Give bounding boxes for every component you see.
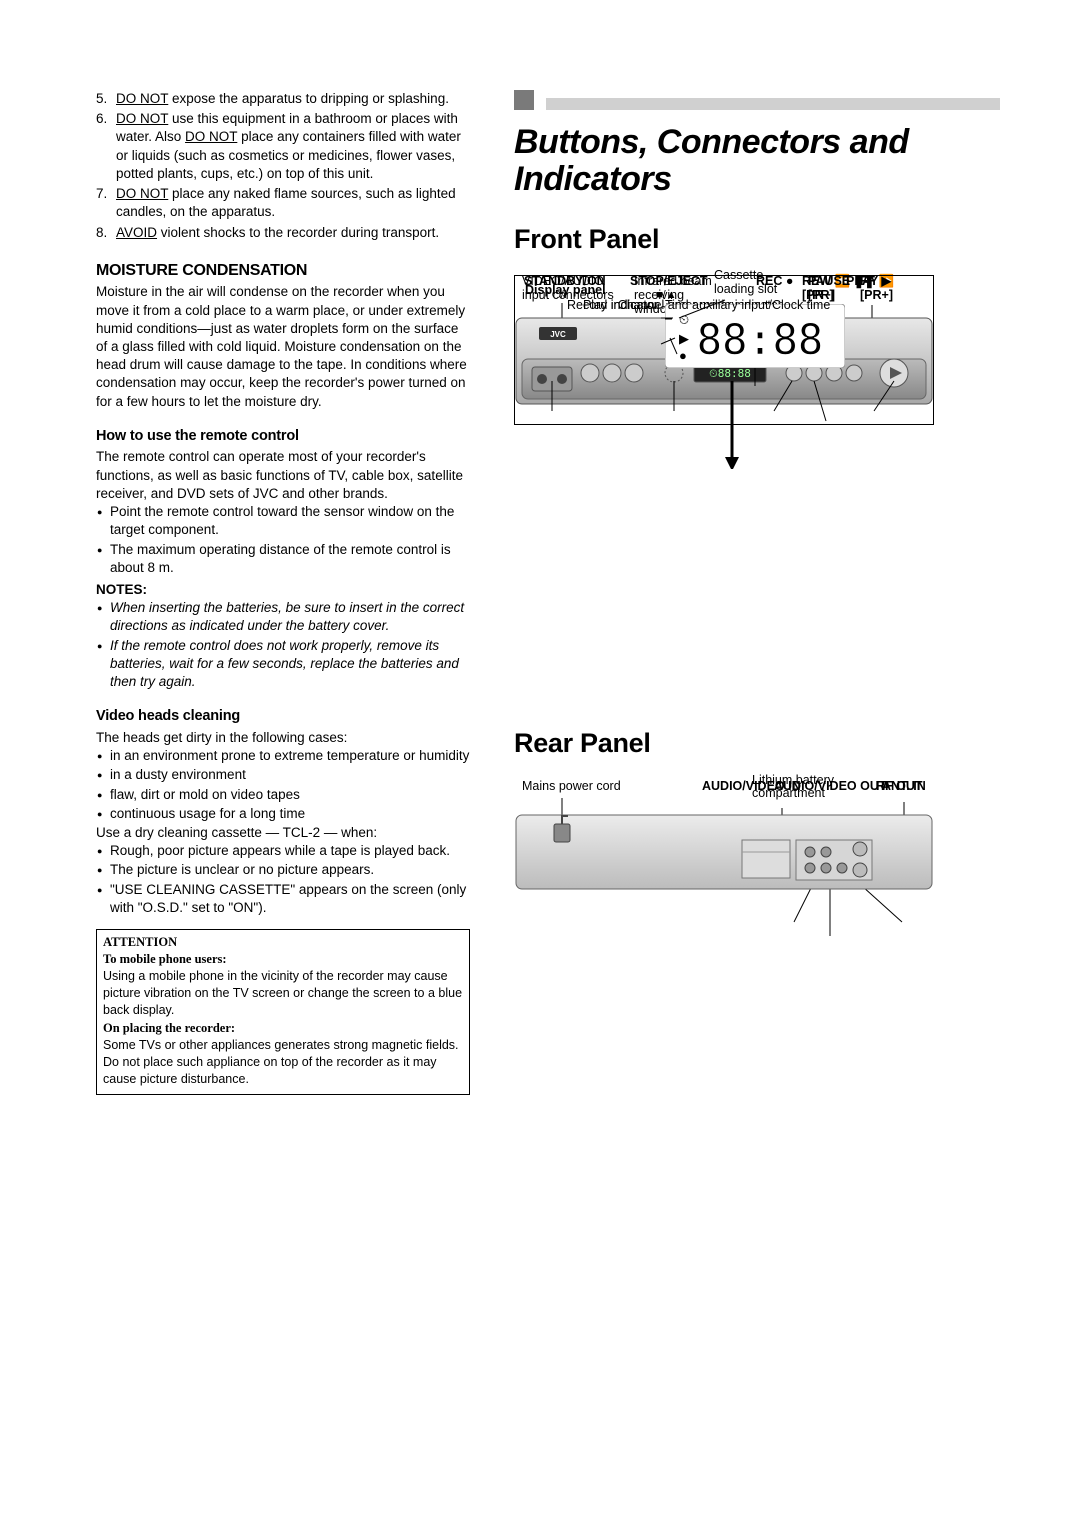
notes-bullets: When inserting the batteries, be sure to… — [96, 599, 470, 691]
left-column: 5.DO NOT expose the apparatus to drippin… — [96, 90, 470, 1095]
attention-box: ATTENTION To mobile phone users: Using a… — [96, 929, 470, 1095]
remote-text: The remote control can operate most of y… — [96, 448, 470, 503]
caution-item: 8.AVOID violent shocks to the recorder d… — [116, 224, 470, 242]
vcr-rear-illustration — [514, 812, 934, 892]
caution-item: 6.DO NOT use this equipment in a bathroo… — [116, 110, 470, 183]
label-channel: Channel and auxiliary input/Clock time — [515, 299, 933, 313]
moisture-heading: MOISTURE CONDENSATION — [96, 260, 470, 282]
label-mains: Mains power cord — [522, 780, 621, 794]
heads-p2: Use a dry cleaning cassette — TCL-2 — wh… — [96, 824, 470, 842]
rear-panel-heading: Rear Panel — [514, 725, 1000, 761]
page-title: Buttons, Connectors and Indicators — [514, 124, 1000, 199]
caution-list: 5.DO NOT expose the apparatus to drippin… — [96, 90, 470, 242]
remote-heading: How to use the remote control — [96, 427, 470, 447]
display-panel-box: Display panel Timer mode indicator Play … — [514, 275, 934, 425]
caution-item: 7.DO NOT place any naked flame sources, … — [116, 185, 470, 221]
heads-bullets-2: Rough, poor picture appears while a tape… — [96, 842, 470, 917]
moisture-text: Moisture in the air will condense on the… — [96, 283, 470, 411]
front-panel-heading: Front Panel — [514, 221, 1000, 257]
front-panel-diagram: STANDBY/ON STOP/EJECT Cassette loading s… — [514, 275, 1000, 675]
notes-heading: NOTES: — [96, 581, 470, 599]
rear-panel-diagram: Mains power cord Lithium battery compart… — [514, 780, 1000, 980]
heads-p1: The heads get dirty in the following cas… — [96, 729, 470, 747]
remote-bullets: Point the remote control toward the sens… — [96, 503, 470, 577]
right-column: Buttons, Connectors and Indicators Front… — [514, 90, 1000, 1095]
label-avout: AUDIO/VIDEO OUT — [774, 780, 887, 794]
heads-bullets-1: in an environment prone to extreme tempe… — [96, 747, 470, 823]
section-bar — [514, 90, 1000, 110]
heads-heading: Video heads cleaning — [96, 707, 470, 727]
caution-item: 5.DO NOT expose the apparatus to drippin… — [116, 90, 470, 108]
